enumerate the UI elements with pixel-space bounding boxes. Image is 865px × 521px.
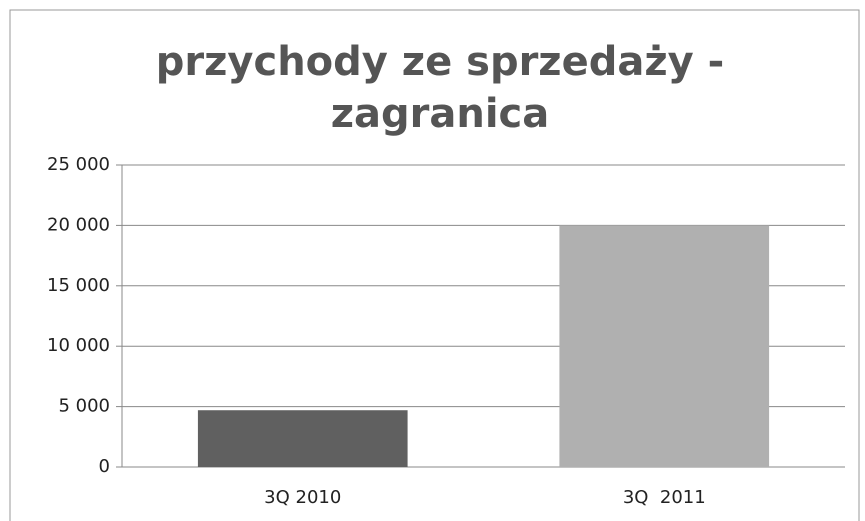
- x-tick-label: 3Q 2011: [623, 487, 706, 508]
- bar: [559, 225, 770, 467]
- y-tick-label: 25 000: [47, 154, 110, 175]
- x-tick-label: 3Q 2010: [264, 487, 341, 508]
- y-tick-label: 5 000: [58, 396, 110, 417]
- chart-title: przychody ze sprzedaży - zagranica: [155, 39, 725, 137]
- y-tick-label: 0: [99, 456, 110, 477]
- y-tick-label: 10 000: [47, 335, 110, 356]
- chart-border: [9, 9, 860, 521]
- bar: [197, 410, 408, 467]
- y-tick-label: 15 000: [47, 275, 110, 296]
- y-tick-label: 20 000: [47, 214, 110, 235]
